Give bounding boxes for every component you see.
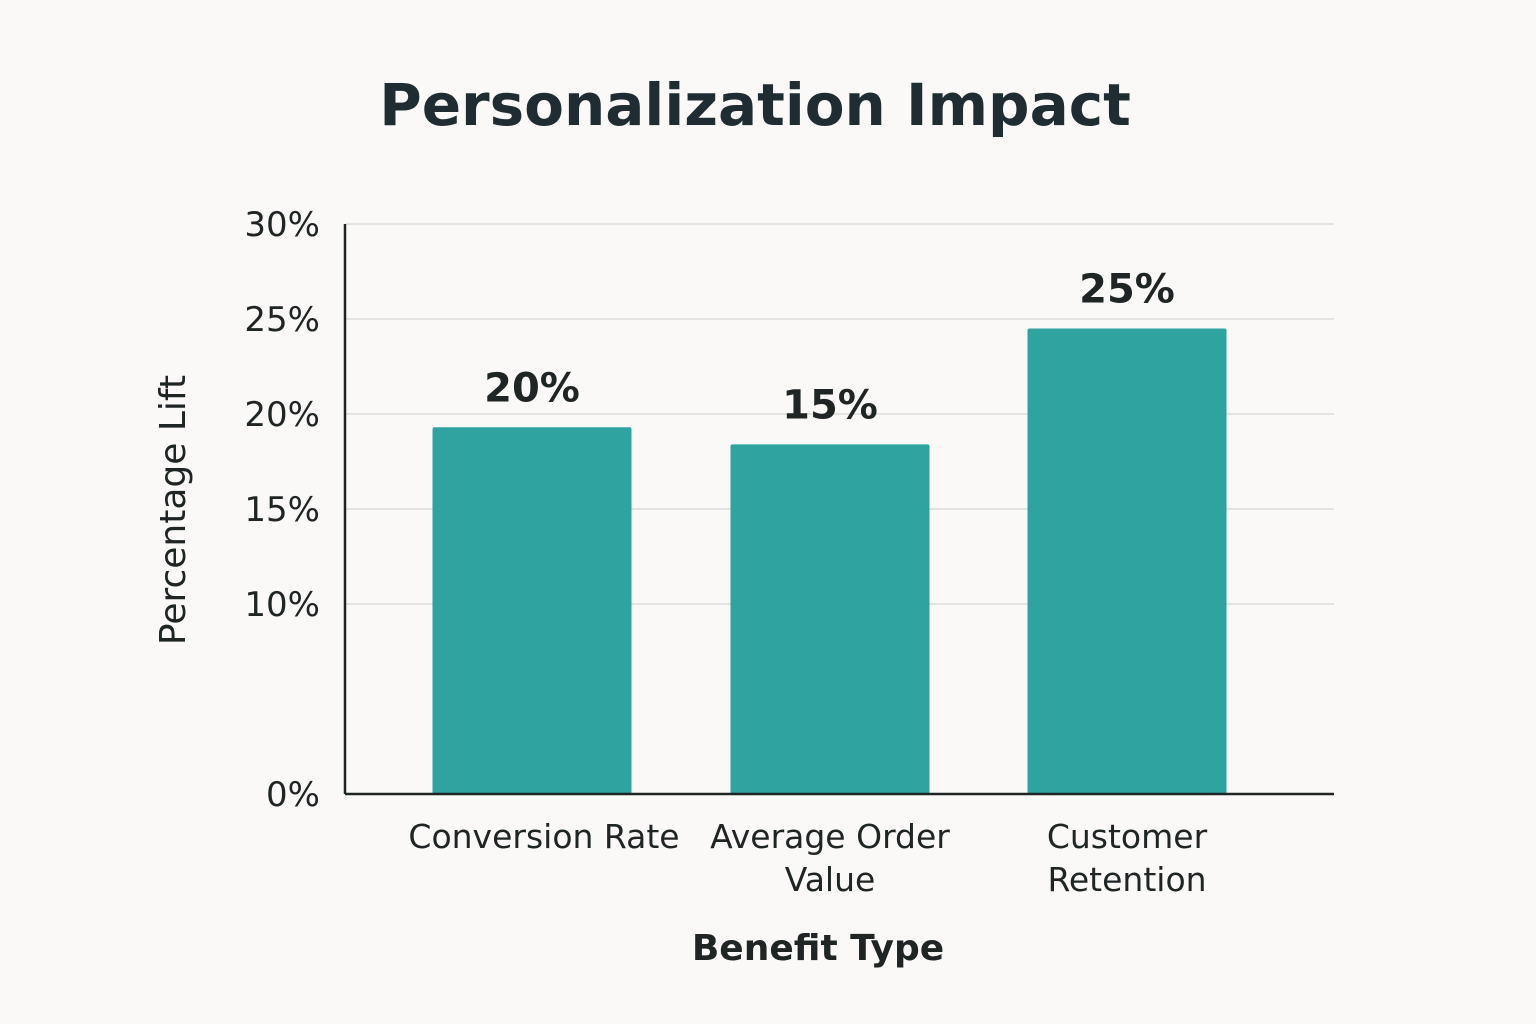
data-label: 20%	[484, 365, 580, 411]
bar	[730, 444, 930, 794]
y-tick-label: 10%	[244, 585, 320, 625]
x-tick-label: Average Order	[710, 817, 950, 856]
x-tick-label: Customer	[1047, 817, 1208, 856]
data-label: 15%	[782, 382, 878, 428]
axes	[343, 224, 1334, 796]
y-tick-label: 25%	[244, 300, 320, 340]
bar	[432, 427, 632, 794]
x-axis-title: Benefit Type	[692, 928, 944, 969]
y-tick-label: 15%	[244, 490, 320, 530]
y-tick-label: 30%	[244, 205, 320, 245]
bars	[432, 328, 1227, 794]
y-tick-label: 20%	[244, 395, 320, 435]
labels: 0% 10% 15% 20% 25% 30% 20% Conversion Rate 15% Av…	[244, 205, 1207, 899]
chart-title: Personalization Impact	[379, 71, 1131, 139]
bar	[1027, 328, 1227, 794]
y-axis-title: Percentage Lift	[153, 375, 194, 645]
x-tick-label: Value	[785, 860, 876, 899]
x-tick-label: Conversion Rate	[408, 817, 679, 856]
data-label: 25%	[1079, 267, 1175, 313]
y-tick-label: 0%	[266, 775, 320, 815]
x-tick-label: Retention	[1047, 860, 1206, 899]
